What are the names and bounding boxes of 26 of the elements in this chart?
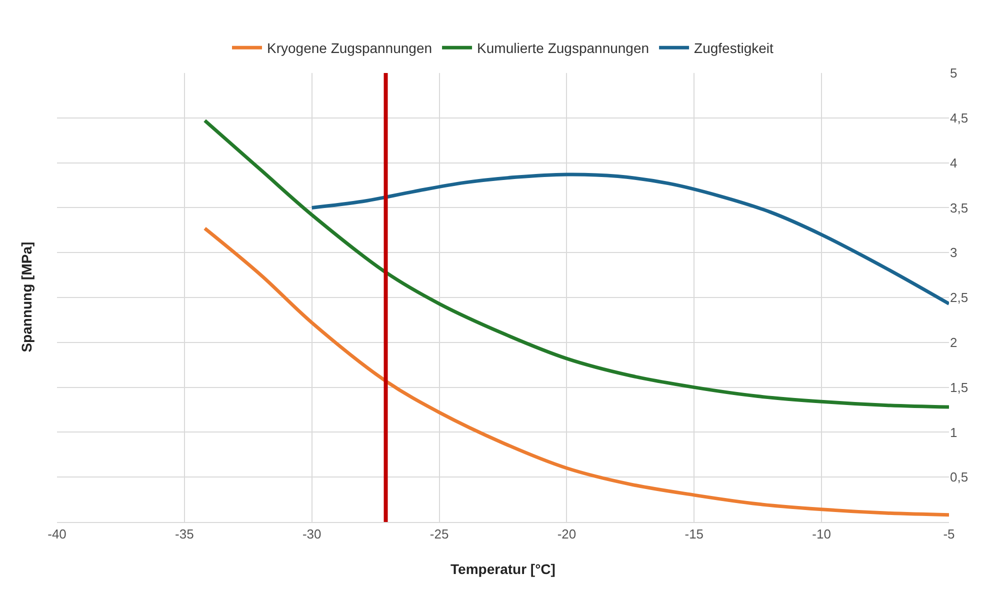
x-tick-label: -10 xyxy=(812,526,831,542)
y-tick-label: 2,5 xyxy=(950,290,968,306)
y-tick-label: 4 xyxy=(950,155,958,170)
x-tick-label: -40 xyxy=(48,526,66,542)
y-tick-label: 3 xyxy=(950,245,958,260)
x-tick-label: -25 xyxy=(430,526,449,542)
line-series xyxy=(203,118,949,409)
x-tick-label: -35 xyxy=(175,526,194,542)
y-tick-label: 3,5 xyxy=(950,200,968,216)
y-tick-label: 4,5 xyxy=(950,110,968,126)
x-tick-label: -5 xyxy=(943,526,955,542)
x-tick-label: -20 xyxy=(557,526,576,542)
line-series xyxy=(310,172,949,306)
y-axis-title: Spannung [MPa] xyxy=(18,242,34,352)
x-axis-title: Temperatur [°C] xyxy=(450,561,556,577)
legend-label: Kumulierte Zugspannungen xyxy=(477,40,650,56)
y-tick-label: 2 xyxy=(950,334,958,350)
x-tick-label: -30 xyxy=(302,526,322,542)
y-tick-label: 1 xyxy=(950,424,958,440)
legend-label: Zugfestigkeit xyxy=(694,40,774,56)
y-tick-label: 0,5 xyxy=(950,470,968,485)
x-tick-label: -15 xyxy=(684,526,704,542)
line-series xyxy=(203,226,949,517)
y-tick-label: 5 xyxy=(950,66,958,81)
legend-label: Kryogene Zugspannungen xyxy=(267,40,432,56)
y-tick-label: 1,5 xyxy=(950,380,968,395)
